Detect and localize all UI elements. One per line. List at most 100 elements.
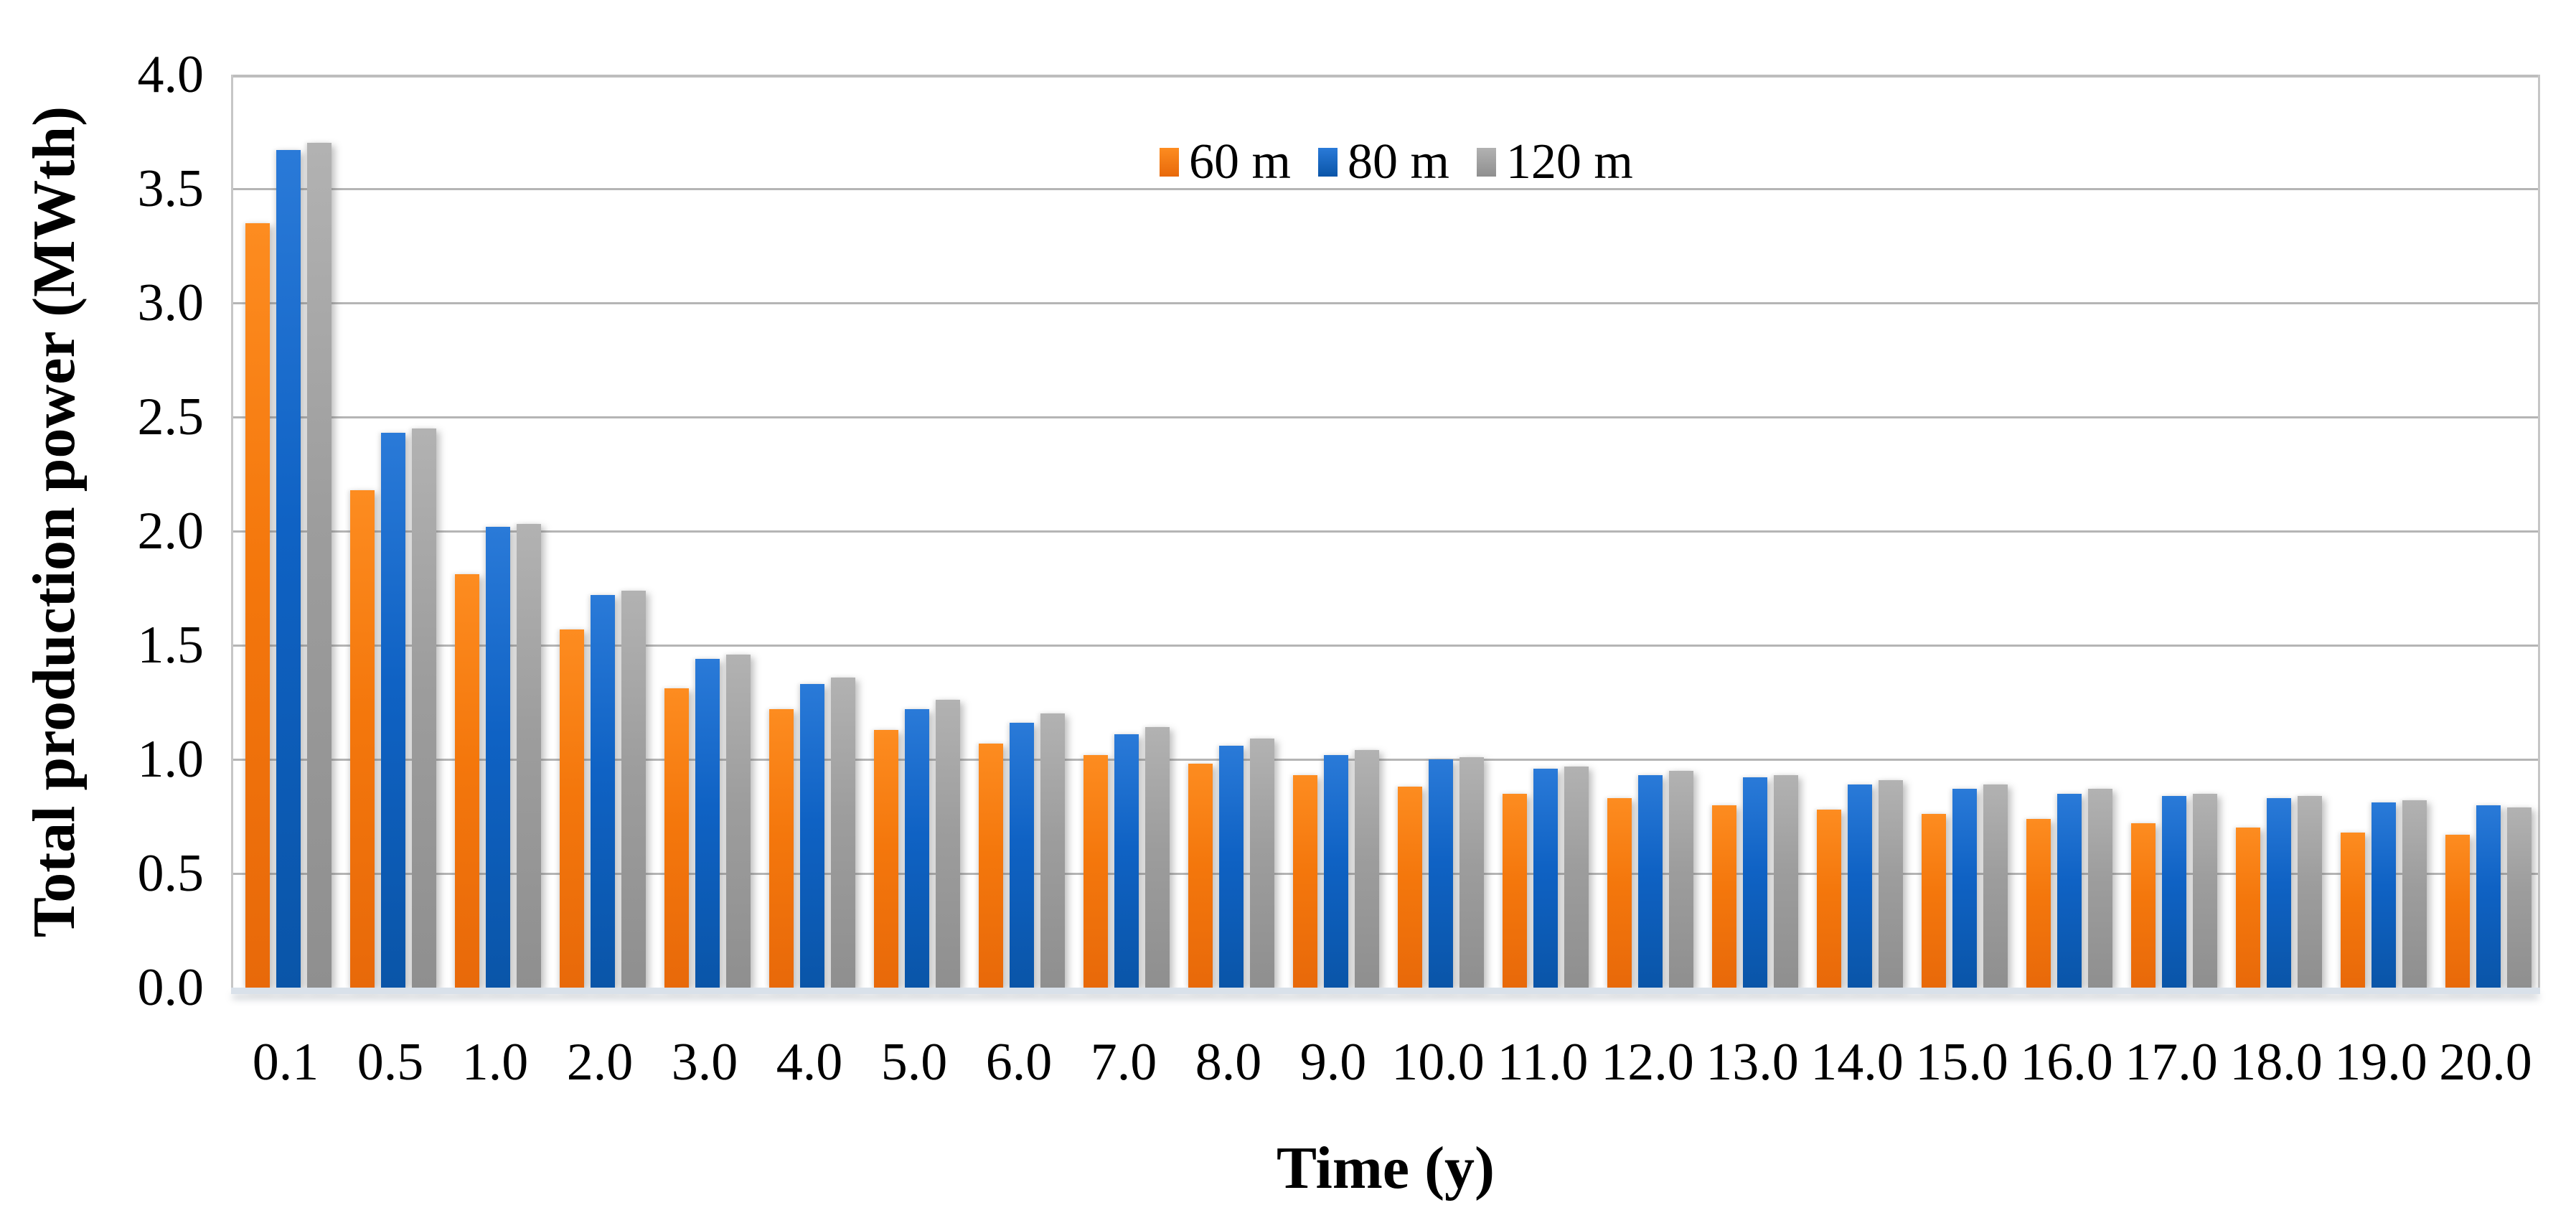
- bar-60m-x3.0: [664, 688, 689, 988]
- legend-label: 80 m: [1347, 134, 1449, 189]
- bar-60m-x16.0: [2026, 818, 2051, 988]
- x-axis-tick-label: 1.0: [461, 1033, 529, 1092]
- bar-80m-x11.0: [1533, 768, 1558, 988]
- bar-120m-x11.0: [1564, 766, 1589, 988]
- x-axis-tick-label: 0.5: [357, 1033, 424, 1092]
- x-axis-tick-label: 14.0: [1810, 1033, 1904, 1092]
- x-axis-tick-label: 5.0: [880, 1033, 948, 1092]
- y-axis-line: [231, 75, 233, 988]
- bar-120m-x0.5: [412, 428, 436, 988]
- gridline: [233, 301, 2538, 304]
- bar-80m-x16.0: [2057, 793, 2082, 988]
- bar-60m-x0.5: [350, 489, 375, 988]
- y-axis-tick-label: 2.0: [137, 502, 205, 561]
- bar-80m-x15.0: [1952, 789, 1977, 988]
- bar-80m-x1.0: [486, 526, 510, 988]
- bar-60m-x2.0: [560, 629, 584, 988]
- gridline: [233, 530, 2538, 533]
- gridline: [233, 644, 2538, 647]
- bar-120m-x9.0: [1355, 750, 1379, 988]
- bar-80m-x7.0: [1114, 734, 1139, 988]
- y-axis-tick-label: 3.5: [137, 159, 205, 218]
- bar-120m-x12.0: [1669, 770, 1693, 988]
- bar-120m-x8.0: [1250, 739, 1274, 988]
- gridline: [233, 416, 2538, 418]
- bar-80m-x3.0: [695, 659, 720, 988]
- bar-80m-x20.0: [2476, 805, 2501, 988]
- bar-120m-x0.1: [307, 143, 332, 988]
- x-axis-tick-label: 2.0: [566, 1033, 634, 1092]
- x-axis-tick-label: 20.0: [2439, 1033, 2532, 1092]
- legend-label: 60 m: [1189, 134, 1291, 189]
- bar-80m-x10.0: [1429, 759, 1453, 988]
- bar-60m-x18.0: [2236, 828, 2260, 988]
- bar-60m-x17.0: [2131, 823, 2156, 988]
- bar-80m-x0.1: [276, 149, 301, 988]
- bar-120m-x5.0: [936, 700, 960, 988]
- legend-swatch-icon: [1160, 148, 1179, 177]
- x-axis-tick-label: 6.0: [985, 1033, 1053, 1092]
- bar-120m-x14.0: [1879, 779, 1903, 988]
- x-axis-line: [231, 988, 2540, 994]
- x-axis-tick-label: 12.0: [1601, 1033, 1694, 1092]
- bar-80m-x12.0: [1638, 775, 1663, 988]
- bar-60m-x5.0: [874, 729, 898, 988]
- x-axis-tick-label: 19.0: [2334, 1033, 2427, 1092]
- bar-120m-x18.0: [2298, 795, 2322, 988]
- x-axis-title: Time (y): [1276, 1135, 1495, 1201]
- bar-60m-x10.0: [1398, 787, 1422, 988]
- bar-60m-x7.0: [1083, 754, 1108, 988]
- bar-80m-x17.0: [2162, 795, 2186, 988]
- bar-80m-x13.0: [1743, 777, 1767, 988]
- bar-120m-x6.0: [1040, 713, 1065, 988]
- x-axis-tick-label: 17.0: [2125, 1033, 2218, 1092]
- bar-60m-x8.0: [1188, 764, 1213, 988]
- x-axis-tick-label: 11.0: [1497, 1033, 1589, 1092]
- bar-60m-x15.0: [1922, 814, 1946, 988]
- legend: 60 m 80 m 120 m: [1160, 135, 1633, 189]
- bar-60m-x19.0: [2341, 832, 2365, 988]
- bar-60m-x13.0: [1712, 805, 1736, 988]
- gridline: [233, 187, 2538, 190]
- y-axis-tick-label: 4.0: [137, 45, 205, 104]
- bar-60m-x4.0: [769, 709, 794, 988]
- x-axis-tick-label: 10.0: [1391, 1033, 1485, 1092]
- plot-border-right: [2538, 75, 2540, 988]
- gridline: [233, 872, 2538, 875]
- x-axis-tick-label: 8.0: [1195, 1033, 1262, 1092]
- legend-label: 120 m: [1505, 134, 1633, 189]
- bar-120m-x13.0: [1774, 775, 1798, 988]
- x-axis-tick-label: 13.0: [1706, 1033, 1799, 1092]
- x-axis-tick-label: 18.0: [2229, 1033, 2323, 1092]
- bar-60m-x6.0: [979, 743, 1003, 988]
- bar-60m-x9.0: [1293, 775, 1317, 988]
- bar-120m-x20.0: [2507, 807, 2532, 988]
- y-axis-tick-label: 1.0: [137, 730, 205, 789]
- bar-120m-x3.0: [726, 654, 751, 988]
- bar-80m-x4.0: [800, 684, 824, 988]
- x-axis-tick-label: 3.0: [671, 1033, 738, 1092]
- bar-60m-x11.0: [1503, 793, 1527, 988]
- bar-120m-x17.0: [2193, 793, 2217, 988]
- bar-120m-x7.0: [1145, 727, 1170, 988]
- bar-80m-x19.0: [2371, 802, 2396, 988]
- legend-swatch-icon: [1476, 148, 1496, 177]
- bar-120m-x1.0: [517, 524, 541, 988]
- x-axis-tick-label: 15.0: [1915, 1033, 2008, 1092]
- y-axis-tick-label: 2.5: [137, 388, 205, 446]
- bar-60m-x0.1: [245, 222, 270, 988]
- bar-80m-x8.0: [1219, 745, 1244, 988]
- y-axis-tick-label: 0.5: [137, 844, 205, 903]
- bar-120m-x16.0: [2088, 789, 2112, 988]
- bar-80m-x9.0: [1324, 754, 1348, 988]
- gridline: [233, 758, 2538, 761]
- legend-item-120m: 120 m: [1476, 134, 1633, 189]
- bar-80m-x14.0: [1848, 784, 1872, 988]
- bar-60m-x20.0: [2445, 834, 2470, 988]
- y-axis-tick-label: 0.0: [137, 958, 205, 1017]
- x-axis-tick-label: 0.1: [252, 1033, 319, 1092]
- x-axis-tick-label: 4.0: [776, 1033, 843, 1092]
- bar-120m-x15.0: [1983, 784, 2008, 988]
- x-axis-tick-label: 7.0: [1090, 1033, 1157, 1092]
- y-axis-tick-label: 1.5: [137, 616, 205, 675]
